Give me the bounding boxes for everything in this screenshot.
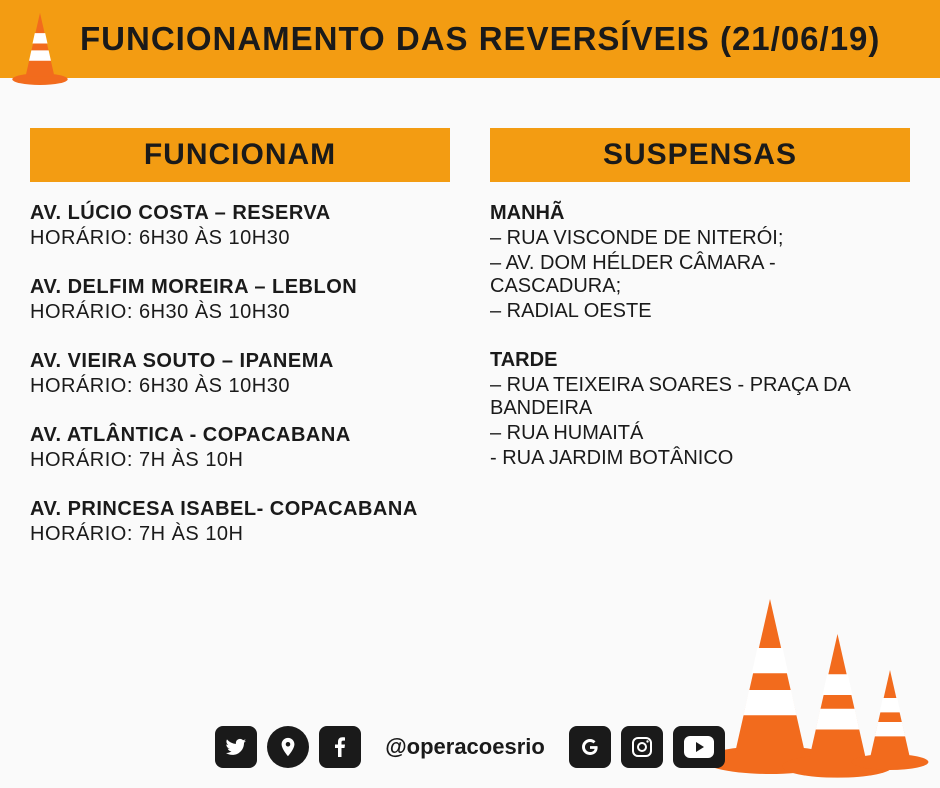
suspended-group: TARDE – RUA TEIXEIRA SOARES - PRAÇA DA B… (490, 349, 910, 470)
location-pin-icon[interactable] (267, 726, 309, 768)
suspended-line: – RUA VISCONDE DE NITERÓI; (490, 227, 910, 250)
group-heading: MANHÃ (490, 202, 910, 225)
instagram-icon[interactable] (621, 726, 663, 768)
header-bar: FUNCIONAMENTO DAS REVERSÍVEIS (21/06/19) (0, 0, 940, 78)
suspended-line: – RUA HUMAITÁ (490, 422, 910, 445)
page-title: FUNCIONAMENTO DAS REVERSÍVEIS (21/06/19) (80, 20, 880, 58)
entry: AV. PRINCESA ISABEL- COPACABANA HORÁRIO:… (30, 498, 450, 546)
entry: AV. DELFIM MOREIRA – LEBLON HORÁRIO: 6H3… (30, 276, 450, 324)
social-icons-right (569, 726, 725, 768)
google-icon[interactable] (569, 726, 611, 768)
facebook-icon[interactable] (319, 726, 361, 768)
footer: @operacoesrio (0, 726, 940, 768)
column-header-suspensas: SUSPENSAS (490, 128, 910, 182)
entry-title: AV. PRINCESA ISABEL- COPACABANA (30, 498, 450, 521)
entry-schedule: HORÁRIO: 6H30 ÀS 10H30 (30, 375, 450, 398)
entry-title: AV. VIEIRA SOUTO – IPANEMA (30, 350, 450, 373)
entry-schedule: HORÁRIO: 6H30 ÀS 10H30 (30, 301, 450, 324)
social-icons-left (215, 726, 361, 768)
entry: AV. ATLÂNTICA - COPACABANA HORÁRIO: 7H À… (30, 424, 450, 472)
youtube-icon[interactable] (673, 726, 725, 768)
entry-schedule: HORÁRIO: 6H30 ÀS 10H30 (30, 227, 450, 250)
entry-title: AV. ATLÂNTICA - COPACABANA (30, 424, 450, 447)
suspended-line: – RADIAL OESTE (490, 300, 910, 323)
column-header-funcionam: FUNCIONAM (30, 128, 450, 182)
social-handle: @operacoesrio (385, 734, 545, 760)
suspended-line: – AV. DOM HÉLDER CÂMARA - CASCADURA; (490, 252, 910, 298)
column-funcionam: FUNCIONAM AV. LÚCIO COSTA – RESERVA HORÁ… (30, 128, 450, 572)
group-heading: TARDE (490, 349, 910, 372)
entry-title: AV. DELFIM MOREIRA – LEBLON (30, 276, 450, 299)
suspended-group: MANHÃ – RUA VISCONDE DE NITERÓI; – AV. D… (490, 202, 910, 323)
entry: AV. LÚCIO COSTA – RESERVA HORÁRIO: 6H30 … (30, 202, 450, 250)
cone-icon (10, 10, 70, 85)
content-columns: FUNCIONAM AV. LÚCIO COSTA – RESERVA HORÁ… (0, 78, 940, 572)
entry-schedule: HORÁRIO: 7H ÀS 10H (30, 449, 450, 472)
entry-title: AV. LÚCIO COSTA – RESERVA (30, 202, 450, 225)
twitter-icon[interactable] (215, 726, 257, 768)
entry-schedule: HORÁRIO: 7H ÀS 10H (30, 523, 450, 546)
suspended-line: - RUA JARDIM BOTÂNICO (490, 447, 910, 470)
entry: AV. VIEIRA SOUTO – IPANEMA HORÁRIO: 6H30… (30, 350, 450, 398)
suspended-line: – RUA TEIXEIRA SOARES - PRAÇA DA BANDEIR… (490, 374, 910, 420)
column-suspensas: SUSPENSAS MANHÃ – RUA VISCONDE DE NITERÓ… (490, 128, 910, 572)
